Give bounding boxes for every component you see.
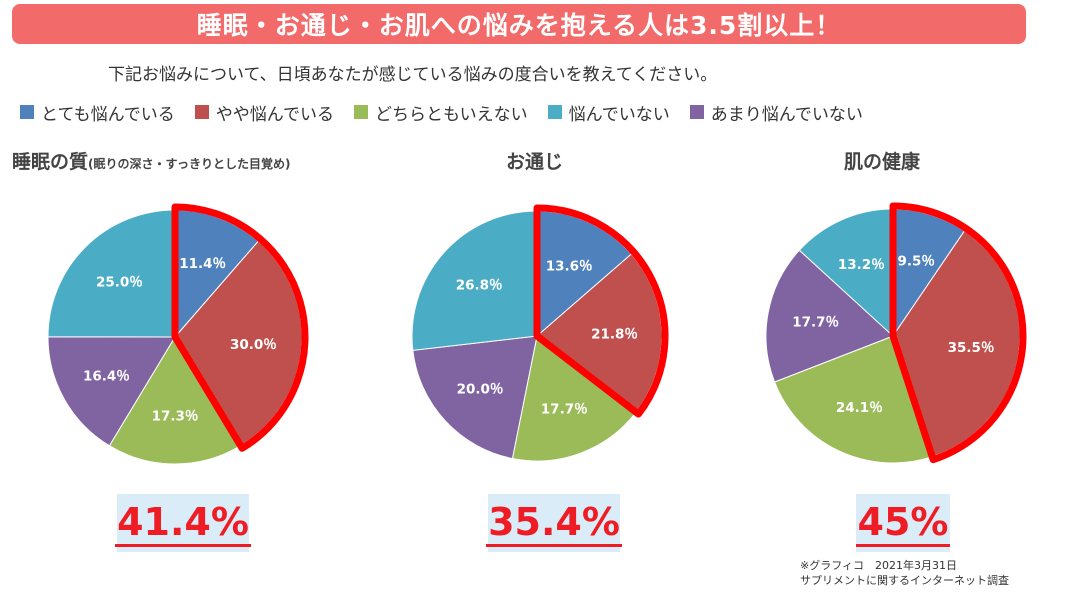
legend-item-very-worried: とても悩んでいる <box>20 100 175 125</box>
legend-label: あまり悩んでいない <box>710 104 863 125</box>
legend-item-not-worried: 悩んでいない <box>547 100 670 125</box>
pie-slice-not-very-worried <box>412 335 538 460</box>
total-value: 45% <box>855 500 951 547</box>
legend-label: やや悩んでいる <box>215 104 334 125</box>
pie-slice-neutral <box>773 335 933 464</box>
highlight-outline <box>533 204 669 418</box>
pie-chart-skin: 9.5％ 35.5％ 24.1％ 17.7％ 13.2％ <box>765 202 1027 464</box>
total-box-skin: 45% <box>855 494 951 552</box>
legend-label: 悩んでいない <box>568 104 670 125</box>
source-note: ※グラフィコ 2021年3月31日 サプリメントに関するインターネット調査 <box>800 558 1009 588</box>
legend-label: どちらともいえない <box>374 104 528 125</box>
pie-label-not-very-worried: 17.7％ <box>792 315 839 331</box>
pie-label-very-worried: 13.6％ <box>546 259 593 275</box>
pie-slice-neutral <box>511 335 637 462</box>
pie-slice-not-worried <box>47 209 176 338</box>
chart-title-skin: 肌の健康 <box>844 147 920 174</box>
pie-slice-not-worried <box>411 210 538 351</box>
legend-item-neutral: どちらともいえない <box>353 100 528 125</box>
chart-title-text: お通じ <box>506 151 564 173</box>
total-box-bowel: 35.4% <box>486 494 622 552</box>
chart-title-bowel: お通じ <box>506 147 563 174</box>
legend-swatch-icon <box>689 105 704 119</box>
pie-label-somewhat-worried: 21.8％ <box>591 327 638 343</box>
highlight-outline <box>889 202 1027 464</box>
pie-label-very-worried: 9.5％ <box>897 254 934 270</box>
legend-item-somewhat-worried: やや悩んでいる <box>194 100 334 125</box>
chart-title-sleep: 睡眠の質(眠りの深さ・すっきりとした目覚め) <box>12 147 291 174</box>
chart-subtitle: (眠りの深さ・すっきりとした目覚め) <box>88 157 291 171</box>
pie-slice-not-very-worried <box>765 249 894 383</box>
source-note-line: ※グラフィコ 2021年3月31日 <box>800 559 957 572</box>
pie-label-neutral: 17.3％ <box>152 409 199 425</box>
total-value: 35.4% <box>486 500 622 547</box>
pie-slice-not-very-worried <box>47 336 176 447</box>
legend: とても悩んでいる やや悩んでいる どちらともいえない 悩んでいない あまり悩んで… <box>20 100 863 125</box>
legend-label: とても悩んでいる <box>41 104 175 125</box>
pie-label-not-very-worried: 16.4％ <box>83 369 130 385</box>
pie-slice-not-worried <box>798 208 894 338</box>
pie-label-not-worried: 26.8％ <box>456 277 503 293</box>
pie-slice-neutral <box>108 336 242 465</box>
legend-swatch-icon <box>20 105 34 119</box>
legend-swatch-icon <box>547 105 562 119</box>
chart-title-text: 肌の健康 <box>844 151 921 173</box>
survey-question: 下記お悩みについて、日頃あなたが感じている悩みの度合いを教えてください。 <box>108 65 718 85</box>
pie-chart-sleep: 11.4％ 30.0％ 17.3％ 16.4％ 25.0％ <box>47 203 309 465</box>
legend-swatch-icon <box>353 105 368 119</box>
pie-label-neutral: 24.1％ <box>836 400 883 416</box>
pie-label-very-worried: 11.4％ <box>179 256 226 272</box>
pie-label-not-very-worried: 20.0％ <box>457 382 504 398</box>
source-note-line: サプリメントに関するインターネット調査 <box>800 574 1009 587</box>
pie-label-not-worried: 25.0％ <box>96 274 143 290</box>
page-title: 睡眠・お通じ・お肌への悩みを抱える人は3.5割以上！ <box>196 11 842 40</box>
highlight-outline <box>171 203 309 452</box>
pie-label-somewhat-worried: 30.0％ <box>230 337 277 353</box>
legend-swatch-icon <box>194 105 209 119</box>
total-box-sleep: 41.4% <box>115 494 251 552</box>
pie-label-not-worried: 13.2％ <box>838 257 885 273</box>
pie-label-somewhat-worried: 35.5％ <box>948 340 995 356</box>
chart-title-text: 睡眠の質 <box>12 151 89 173</box>
pie-chart-bowel: 13.6％ 21.8％ 17.7％ 20.0％ 26.8％ <box>411 204 669 462</box>
total-value: 41.4% <box>115 500 251 547</box>
legend-item-not-very-worried: あまり悩んでいない <box>689 100 863 125</box>
pie-label-neutral: 17.7％ <box>541 402 588 418</box>
title-banner: 睡眠・お通じ・お肌への悩みを抱える人は3.5割以上！ <box>12 4 1026 44</box>
